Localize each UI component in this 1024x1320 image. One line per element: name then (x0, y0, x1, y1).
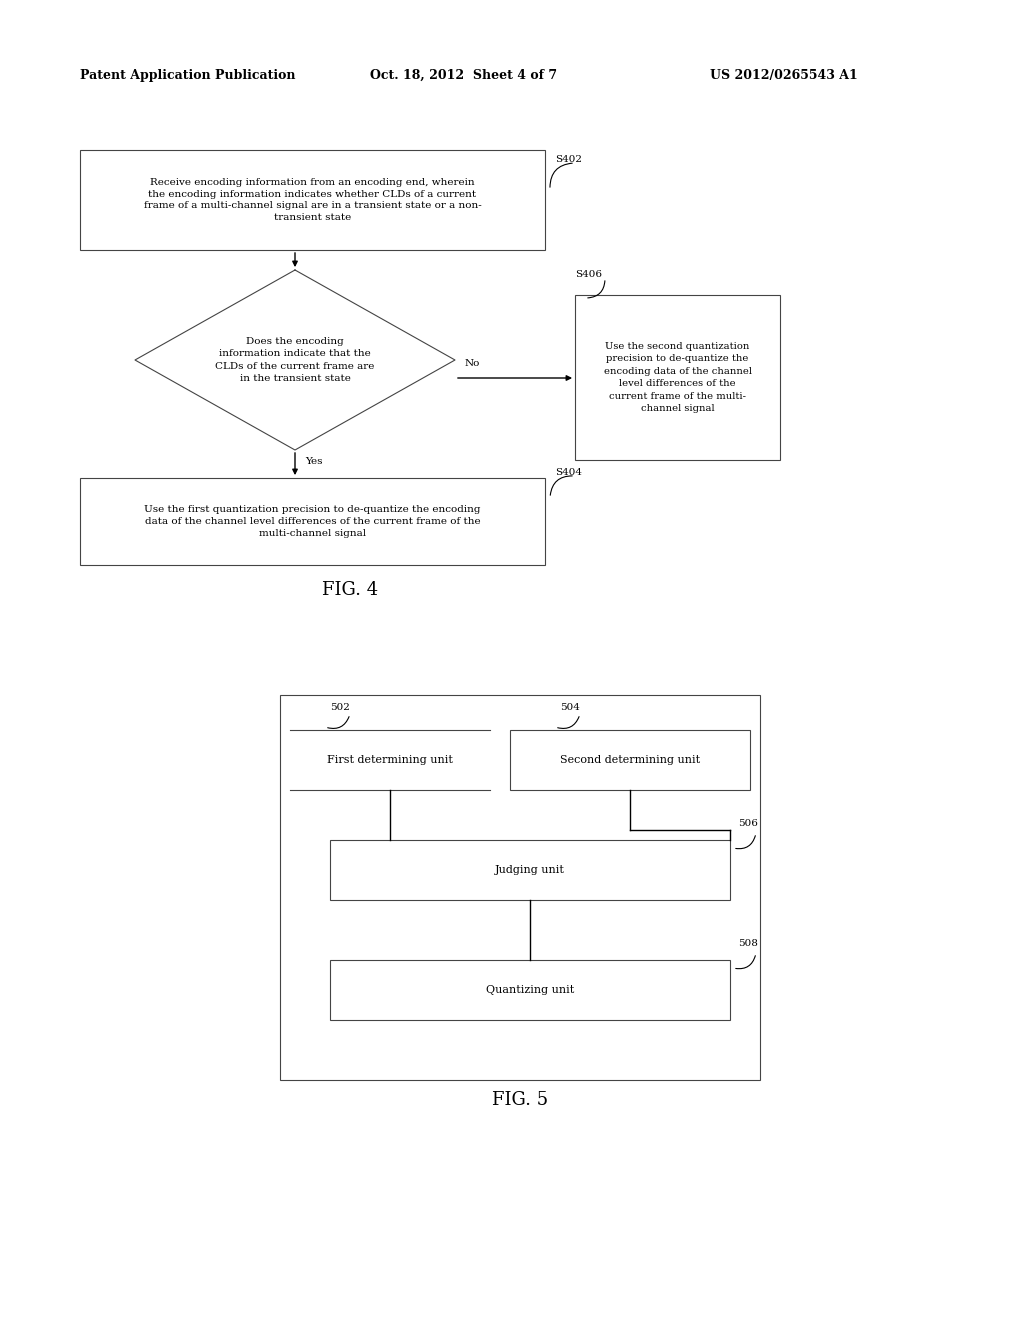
Text: FIG. 5: FIG. 5 (492, 1092, 548, 1109)
FancyBboxPatch shape (80, 478, 545, 565)
Text: 504: 504 (560, 704, 580, 711)
Text: First determining unit: First determining unit (327, 755, 453, 766)
Text: Use the second quantization
precision to de-quantize the
encoding data of the ch: Use the second quantization precision to… (603, 342, 752, 413)
Text: Second determining unit: Second determining unit (560, 755, 700, 766)
Text: 508: 508 (738, 939, 758, 948)
Text: Judging unit: Judging unit (495, 865, 565, 875)
Polygon shape (135, 271, 455, 450)
FancyBboxPatch shape (330, 840, 730, 900)
Text: S406: S406 (575, 271, 602, 279)
Text: S404: S404 (555, 469, 582, 477)
Text: FIG. 4: FIG. 4 (322, 581, 378, 599)
Text: Does the encoding
information indicate that the
CLDs of the current frame are
in: Does the encoding information indicate t… (215, 337, 375, 383)
Text: Receive encoding information from an encoding end, wherein
the encoding informat: Receive encoding information from an enc… (143, 178, 481, 222)
FancyBboxPatch shape (510, 730, 750, 789)
Text: Patent Application Publication: Patent Application Publication (80, 69, 296, 82)
Text: US 2012/0265543 A1: US 2012/0265543 A1 (710, 69, 858, 82)
Text: 506: 506 (738, 818, 758, 828)
Text: S402: S402 (555, 154, 582, 164)
Text: Yes: Yes (305, 457, 323, 466)
Text: 502: 502 (330, 704, 350, 711)
Text: Oct. 18, 2012  Sheet 4 of 7: Oct. 18, 2012 Sheet 4 of 7 (370, 69, 557, 82)
FancyBboxPatch shape (575, 294, 780, 459)
Text: No: No (465, 359, 480, 368)
FancyBboxPatch shape (330, 960, 730, 1020)
FancyBboxPatch shape (80, 150, 545, 249)
Text: Use the first quantization precision to de-quantize the encoding
data of the cha: Use the first quantization precision to … (144, 506, 480, 537)
Text: Quantizing unit: Quantizing unit (485, 985, 574, 995)
FancyBboxPatch shape (280, 696, 760, 1080)
